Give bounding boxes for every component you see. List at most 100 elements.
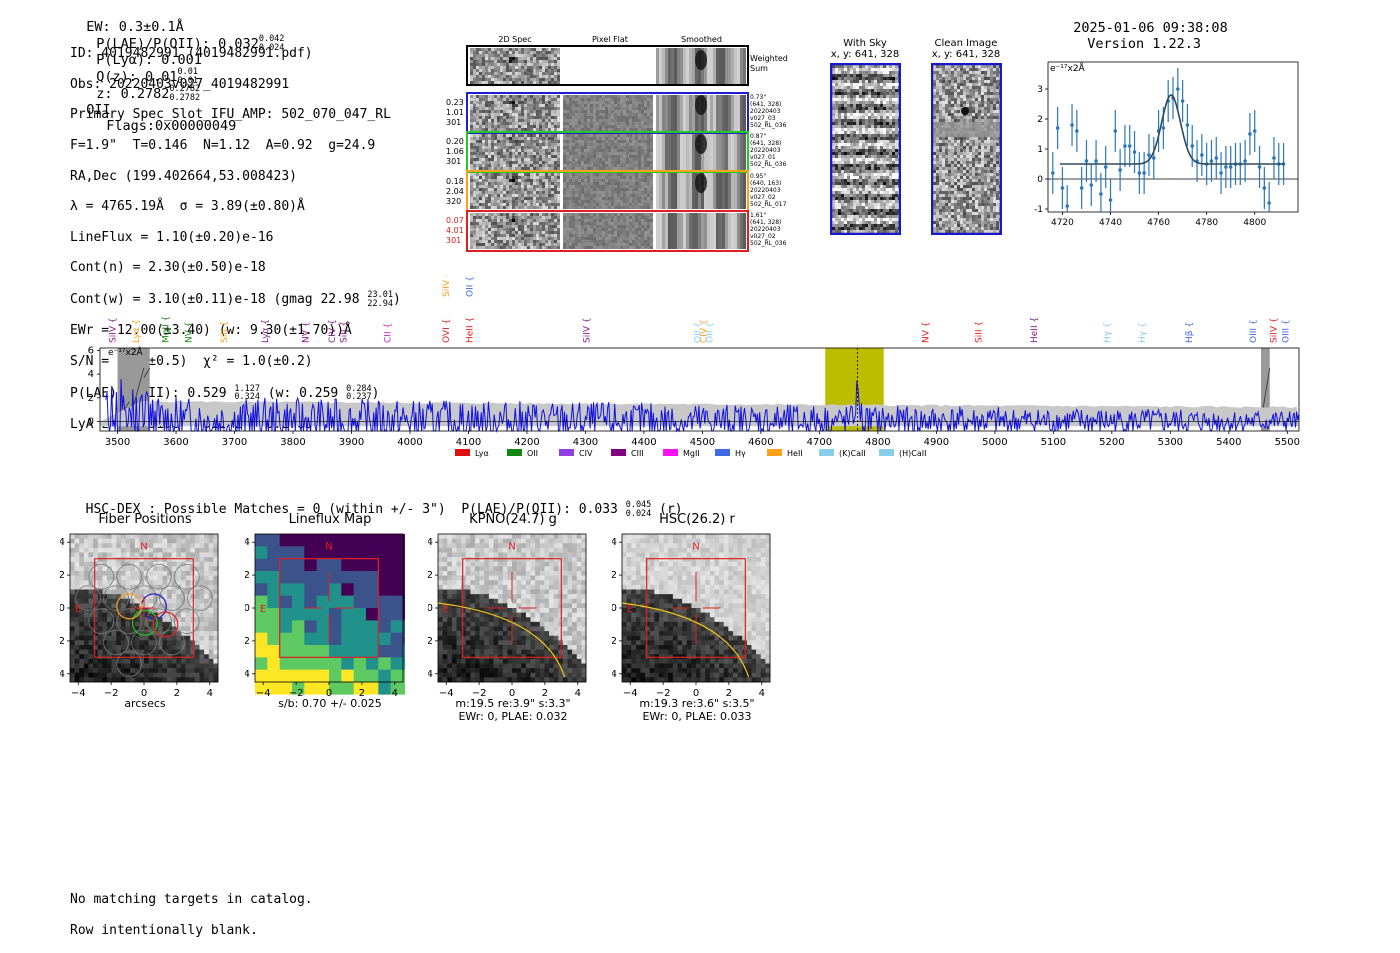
panel-title: Fiber Positions [98,512,192,527]
noise-block [470,95,560,131]
north-label: N [325,542,332,553]
header-z: z: 0.2782 [96,85,170,102]
line-id-label: Lyα { [261,319,271,343]
east-label: E [260,604,266,615]
zoom-fit-curve [1060,94,1284,165]
cutout-row-3-stats: 0.07 4.01 301 [446,216,468,246]
panel-ytick-label: −4 [428,669,433,680]
panel-ytick-label: −2 [60,636,65,647]
panel-image: N E −4 −4 −2 −2 0 0 2 2 4 4 [245,533,405,699]
zoom-ytick-label: -1 [1034,205,1043,215]
zoom-point [1079,186,1084,190]
cutout-row-meta-line: 20220403 [750,226,781,233]
panel-ytick-label: 2 [60,570,65,581]
zoom-point [1103,165,1108,169]
header-timestamp: 2025-01-06 09:38:08 Version 1.22.3 [1057,4,1227,52]
zoom-point [1099,192,1103,196]
panel-xtick-label: 2 [359,688,365,699]
zoom-point [1147,153,1151,157]
zoom-point [1224,165,1228,169]
spectrum-xtick-label: 3600 [163,437,188,448]
legend-label: HeII [787,449,803,458]
spectrum-xtick-label: 5100 [1041,437,1066,448]
cutout-grid [466,45,749,252]
footer-line-1: No matching targets in catalog. [70,892,313,908]
panel-ytick-label: 4 [60,537,65,548]
cutout-row-meta-line: v027_02 [750,233,776,240]
info-ewr: EWr = 12.00(±3.40) (w: 9.30(±1.70))Å [70,323,352,339]
cutout-row-0-meta: 0.73" (641, 328) 20220403 v027_03 502_RL_036 [750,94,786,129]
header-qz-range: 0.01 0.01 [177,67,199,86]
fiber-circle [173,608,200,634]
panel-xtick-label: −4 [256,688,271,699]
zoom-xtick-label: 4780 [1195,218,1218,228]
fiber-circle [103,629,129,656]
cutout-col-header-2: Smoothed [681,35,722,44]
east-label: E [75,604,81,615]
cutout-row-stat: 2.04 [446,187,464,196]
full-spectrum-chart: 3500 3600 3700 3800 3900 4000 4100 4200 4300 4400… [88,275,1300,458]
spectrum-ytick-label: 6 [88,345,94,356]
panel-xtick-label: 4 [392,688,398,699]
panel-ytick-label: 2 [245,570,250,581]
spectrum-ytick-label: 0 [88,417,94,428]
zoom-point [1262,186,1267,190]
panel-ytick-label: −4 [245,669,250,680]
cutout-row-stat: 4.01 [446,226,464,235]
zoom-point [1075,129,1079,133]
cutout-row-meta-line: 1.61" [750,212,767,219]
cutout-row-stat: 0.20 [446,137,464,146]
line-id-label: Hγ { [1103,322,1113,343]
panel-title: Lineflux Map [288,512,372,527]
info-lineflux: LineFlux = 1.10(±0.20)e-16 [70,229,274,245]
panel-ytick-label: 0 [60,603,65,614]
aperture-box [646,558,746,658]
cutout-row-stat: 0.18 [446,177,464,186]
spectrum-xtick-label: 4800 [865,437,890,448]
fiber-secondary [131,609,158,636]
legend-label: Hγ [735,449,746,458]
catalog-footer: No matching targets in catalog. Row inte… [70,877,313,953]
line-id-label: OIII { [1281,319,1291,343]
zoom-xtick-label: 4720 [1051,218,1074,228]
hsc-plae-range: 0.045 0.024 [625,500,652,519]
east-label: E [443,604,449,615]
header-plae: P(LAE)/P(OII): 0.032 [96,35,259,52]
spectrum-xtick-label: 4200 [514,437,539,448]
cutout-row-meta-line: (640, 163) [750,180,782,187]
panel-xtick-label: 0 [326,688,332,699]
zoom-point [1248,132,1252,136]
line-id-label: SiIV { [109,317,119,343]
spectrum-xtick-label: 4500 [690,437,715,448]
cutout-row-meta-line: (641, 328) [750,219,782,226]
line-id-label: SiIV { [1270,317,1280,343]
zoom-fit-chart: 4720 4740 4760 4780 4800 -1 0 1 2 3 e⁻¹⁷x2Å [1034,61,1299,228]
panel-xtick-label: −2 [656,688,671,699]
panel-ytick-label: 0 [245,603,250,614]
cutout-row-meta-line: v027_03 [750,115,776,122]
north-label: N [508,542,515,553]
panel-xtick-label: −2 [472,688,487,699]
line-id-label: SiII { [340,321,350,343]
panel-xtick-label: −2 [104,688,119,699]
cutout-col-header-1: Pixel Flat [592,35,628,44]
cutout-row-2-meta: 0.95" (640, 163) 20220403 v027_02 502_RL_017 [750,173,786,208]
cutout-row-meta-line: 502_RL_017 [750,201,787,208]
spectrum-ylabel: e⁻¹⁷x2Å [108,346,144,358]
fiber-circle [173,563,200,590]
zoom-point [1185,123,1190,127]
info-primary: Primary Spec_Slot_IFU_AMP: 502_070_047_R… [70,107,391,123]
smooth-block [656,134,746,170]
pixel-flat [563,134,653,170]
panel-fiber: Fiber Positions N E −4 −4 −2 −2 0 0 2 2 4 4 arcsecs [60,512,220,710]
panel-xtick-label: 2 [174,688,180,699]
zoom-point [1127,144,1132,148]
weighted-sum-label: Weighted Sum [750,54,788,73]
hsc-summary-text: HSC-DEX : Possible Matches = 0 (within +… [85,502,618,517]
panel-caption: m:19.3 re:3.6" s:3.5" EWr: 0, PLAE: 0.033 [622,697,772,723]
pixel-flat [563,95,653,131]
cutout-row-stat: 0.23 [446,98,464,107]
fiber-circle [146,608,172,634]
zoom-point [1252,129,1257,133]
